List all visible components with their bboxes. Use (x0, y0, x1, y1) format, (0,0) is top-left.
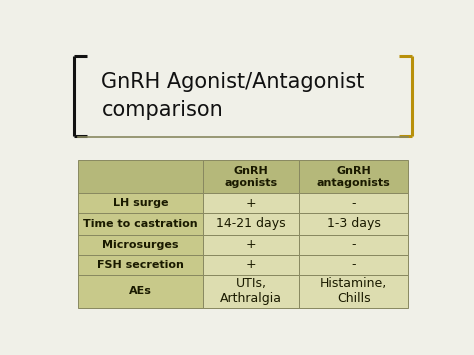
Text: GnRH Agonist/Antagonist: GnRH Agonist/Antagonist (101, 72, 365, 92)
Text: 1-3 days: 1-3 days (327, 218, 381, 230)
Bar (78, 193, 203, 213)
Text: AEs: AEs (129, 286, 152, 296)
Bar (299, 235, 408, 255)
Bar (299, 213, 408, 235)
Bar (203, 274, 299, 308)
Text: FSH secretion: FSH secretion (97, 260, 184, 270)
Text: Time to castration: Time to castration (83, 219, 198, 229)
Bar (203, 255, 299, 274)
Text: -: - (351, 238, 356, 251)
Text: LH surge: LH surge (113, 198, 168, 208)
Text: +: + (246, 258, 256, 271)
Bar (299, 193, 408, 213)
Bar (78, 160, 203, 193)
Bar (299, 160, 408, 193)
Bar (78, 235, 203, 255)
Text: Histamine,
Chills: Histamine, Chills (320, 277, 387, 305)
Bar (299, 274, 408, 308)
Text: -: - (351, 258, 356, 271)
Bar (203, 193, 299, 213)
Bar (203, 160, 299, 193)
Text: +: + (246, 238, 256, 251)
Bar (78, 274, 203, 308)
Text: GnRH
agonists: GnRH agonists (225, 166, 278, 187)
Bar (203, 213, 299, 235)
Text: comparison: comparison (101, 99, 223, 120)
Bar (203, 235, 299, 255)
Text: +: + (246, 197, 256, 210)
Text: UTIs,
Arthralgia: UTIs, Arthralgia (220, 277, 282, 305)
Bar (78, 213, 203, 235)
Text: 14-21 days: 14-21 days (216, 218, 286, 230)
Text: -: - (351, 197, 356, 210)
Bar (299, 255, 408, 274)
Text: GnRH
antagonists: GnRH antagonists (317, 166, 391, 187)
Text: Microsurges: Microsurges (102, 240, 179, 250)
Bar (78, 255, 203, 274)
